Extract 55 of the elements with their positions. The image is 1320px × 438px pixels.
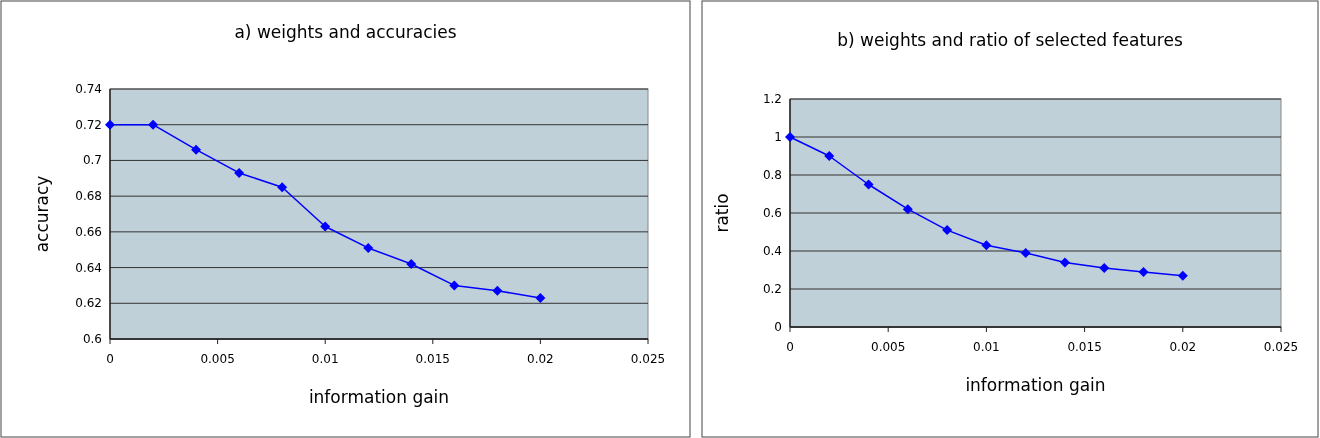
x-tick-label: 0.015 bbox=[1067, 340, 1102, 354]
y-axis-title: accuracy bbox=[32, 175, 52, 253]
x-tick-label: 0 bbox=[786, 340, 794, 354]
x-tick-label: 0.01 bbox=[973, 340, 1000, 354]
y-tick-label: 0.68 bbox=[75, 189, 102, 204]
x-axis-title: information gain bbox=[965, 375, 1106, 395]
y-tick-label: 0.4 bbox=[762, 244, 782, 258]
point bbox=[1138, 266, 1149, 277]
x-tick-label: 0.02 bbox=[1169, 340, 1197, 354]
y-tick-label: 0.74 bbox=[75, 82, 102, 96]
x-tick-label: 0 bbox=[106, 352, 114, 366]
x-axis-title: information gain bbox=[308, 387, 450, 407]
x-tick-label: 0.01 bbox=[311, 352, 339, 366]
point bbox=[1099, 263, 1110, 274]
y-tick-label: 0.8 bbox=[762, 168, 782, 182]
point bbox=[320, 221, 331, 232]
chart-title: b) weights and ratio of selected features bbox=[837, 30, 1183, 50]
y-tick-label: 0.6 bbox=[762, 206, 782, 220]
point bbox=[191, 144, 202, 155]
point bbox=[863, 179, 874, 190]
point bbox=[942, 225, 953, 236]
point bbox=[363, 242, 374, 253]
point bbox=[105, 119, 115, 130]
y-tick-label: 0.2 bbox=[762, 282, 782, 296]
point bbox=[1020, 247, 1031, 258]
point bbox=[1177, 270, 1188, 281]
y-tick-label: 0.72 bbox=[75, 117, 102, 132]
point bbox=[785, 132, 795, 142]
y-tick-label: 1 bbox=[774, 130, 782, 144]
point bbox=[492, 285, 503, 296]
y-axis-title: ratio bbox=[712, 193, 732, 233]
point bbox=[449, 280, 460, 291]
point bbox=[902, 204, 913, 215]
y-tick-label: 0.66 bbox=[75, 224, 102, 239]
x-tick-label: 0.025 bbox=[630, 352, 666, 366]
y-tick-label: 0.62 bbox=[75, 296, 102, 311]
x-tick-label: 0.025 bbox=[1263, 340, 1299, 354]
y-tick-label: 0.64 bbox=[75, 260, 102, 275]
point bbox=[148, 119, 159, 130]
x-tick-label: 0.02 bbox=[527, 352, 554, 366]
point bbox=[981, 240, 992, 251]
y-tick-label: 0.7 bbox=[82, 153, 102, 168]
point bbox=[824, 151, 835, 161]
point bbox=[1059, 257, 1070, 268]
x-tick-label: 0.005 bbox=[200, 352, 235, 366]
x-tick-label: 0.005 bbox=[871, 340, 906, 354]
y-tick-label: 0.6 bbox=[82, 332, 102, 346]
point bbox=[406, 259, 417, 269]
point bbox=[535, 292, 546, 303]
point bbox=[277, 182, 288, 193]
point bbox=[234, 167, 245, 178]
y-tick-label: 0 bbox=[774, 320, 782, 334]
y-tick-label: 1.2 bbox=[762, 92, 782, 106]
chart-title: a) weights and accuracies bbox=[234, 22, 457, 42]
x-tick-label: 0.015 bbox=[415, 352, 450, 366]
